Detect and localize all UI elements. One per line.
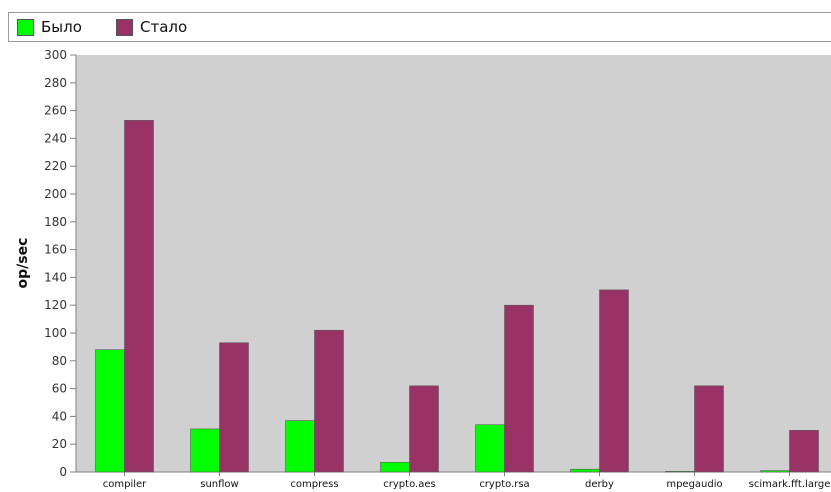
x-tick-label: crypto.rsa — [479, 479, 529, 490]
bar-became — [124, 120, 154, 473]
legend-swatch-was — [17, 19, 34, 36]
y-tick-label: 260 — [44, 104, 67, 118]
y-tick-label: 80 — [52, 354, 67, 368]
legend: Было Стало — [8, 12, 831, 42]
y-tick-label: 220 — [44, 159, 67, 173]
bar-was — [570, 468, 600, 473]
y-tick-label: 240 — [44, 131, 67, 145]
x-tick-label: compiler — [103, 479, 147, 490]
y-tick-label: 100 — [44, 326, 67, 340]
y-tick-label: 140 — [44, 270, 67, 284]
y-tick-label: 200 — [44, 187, 67, 201]
y-tick-label: 0 — [59, 465, 67, 479]
bar-was — [190, 428, 220, 473]
y-tick-label: 40 — [52, 409, 67, 423]
y-tick-label: 160 — [44, 243, 67, 257]
y-tick-label: 280 — [44, 76, 67, 90]
bar-became — [409, 385, 439, 473]
legend-label-was: Было — [41, 18, 82, 36]
x-tick-label: sunflow — [200, 479, 238, 490]
bar-became — [504, 304, 534, 473]
y-tick-label: 300 — [44, 48, 67, 62]
x-tick-label: derby — [585, 479, 614, 490]
bar-was — [285, 420, 315, 473]
x-tick-label: mpegaudio — [666, 479, 722, 490]
bar-became — [599, 289, 629, 473]
bar-was — [95, 349, 125, 473]
bar-became — [314, 329, 344, 473]
bar-was — [380, 461, 410, 473]
y-tick-label: 60 — [52, 382, 67, 396]
y-tick-label: 120 — [44, 298, 67, 312]
bar-became — [694, 385, 724, 473]
x-tick-label: scimark.fft.large — [749, 479, 831, 490]
legend-swatch-became — [116, 19, 133, 36]
y-axis-title: op/sec — [15, 238, 31, 289]
bar-became — [789, 429, 819, 473]
x-tick-label: compress — [290, 479, 338, 490]
bar-became — [219, 342, 249, 473]
x-tick-label: crypto.aes — [383, 479, 435, 490]
bar-was — [475, 424, 505, 473]
bar-was — [665, 471, 695, 473]
bar-was — [760, 470, 790, 473]
legend-label-became: Стало — [140, 18, 188, 36]
legend-item-became: Стало — [116, 19, 187, 36]
y-tick-label: 20 — [52, 437, 67, 451]
y-tick-label: 180 — [44, 215, 67, 229]
legend-item-was: Было — [17, 19, 82, 36]
